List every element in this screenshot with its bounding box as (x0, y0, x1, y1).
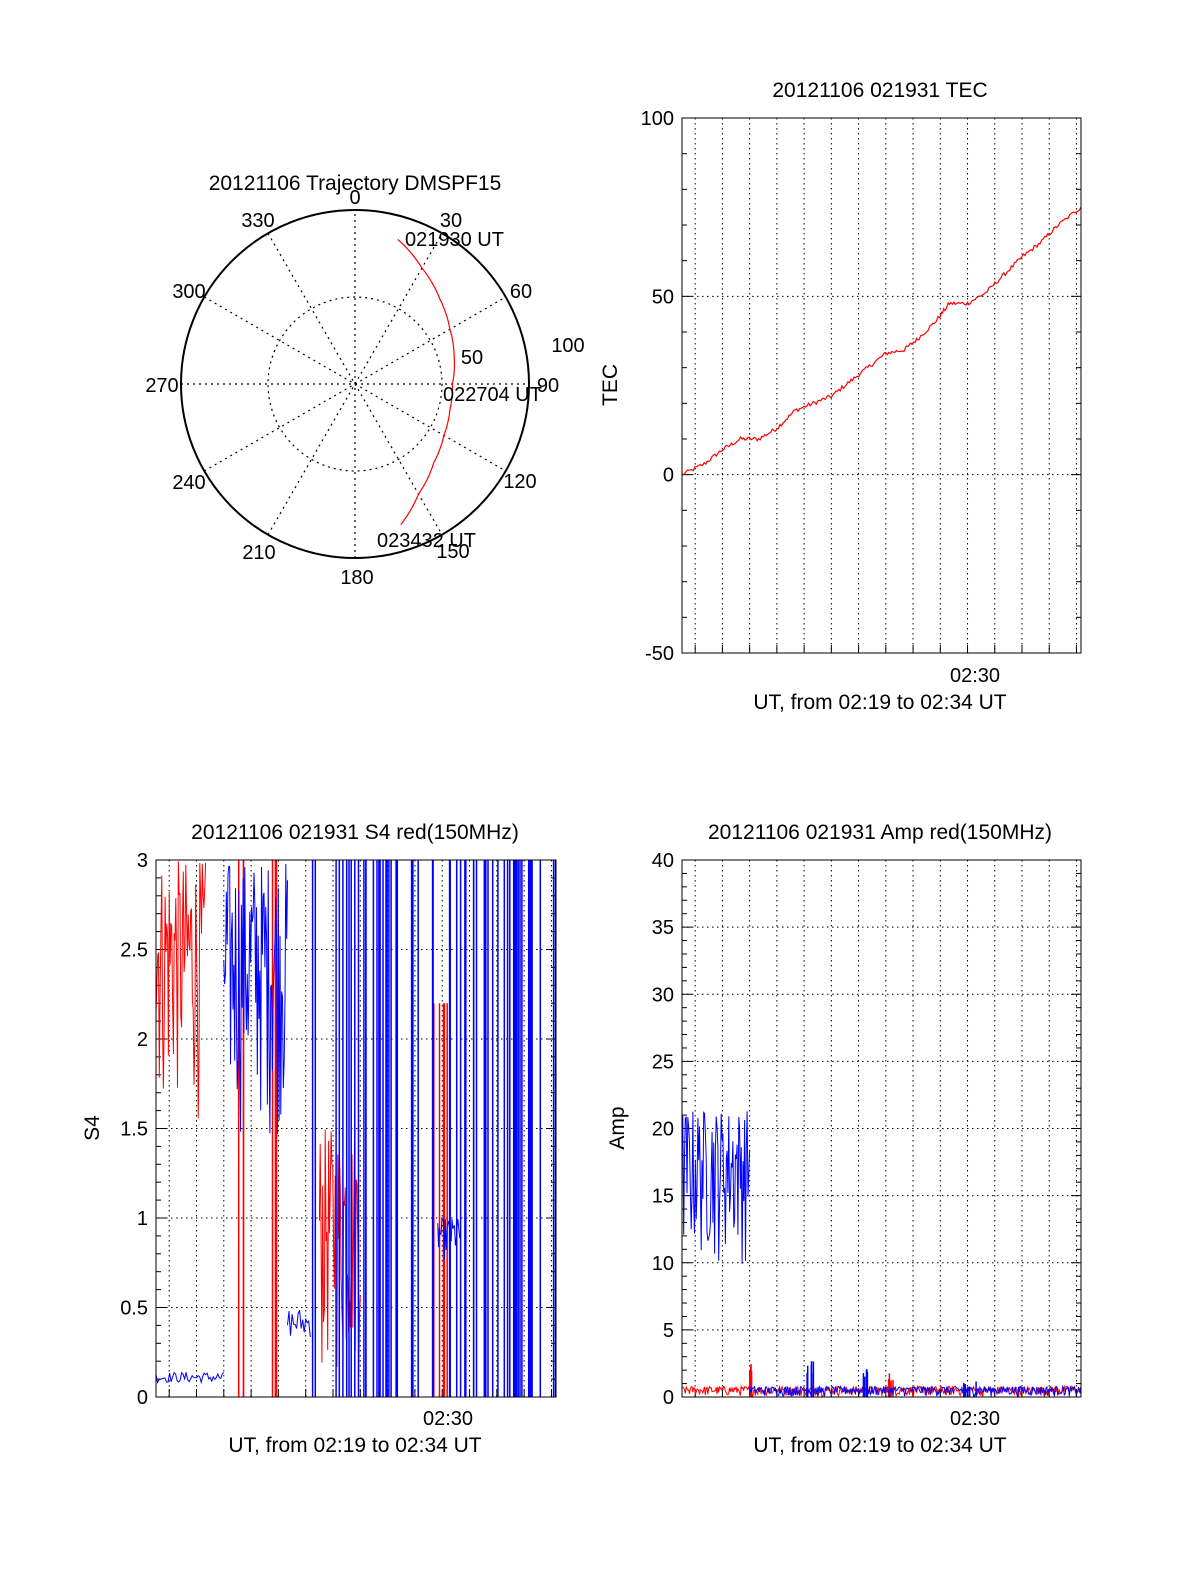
trajectory-start-label: 021930 UT (405, 229, 504, 251)
amp-x-tick-label: 02:30 (950, 1408, 1000, 1430)
polar-angle-tick-label: 120 (503, 471, 536, 493)
signal-trace (287, 1310, 311, 1338)
tec-x-tick-label: 02:30 (950, 665, 1000, 687)
tec-x-axis-label: UT, from 02:19 to 02:34 UT (753, 691, 1006, 714)
polar-angle-tick-label: 240 (172, 472, 205, 494)
y-tick-label: 10 (652, 1253, 674, 1275)
tec-title: 20121106 021931 TEC (772, 79, 987, 102)
polar-angle-tick-label: 330 (241, 210, 274, 232)
signal-trace (681, 1384, 1082, 1398)
signal-trace (681, 1111, 751, 1264)
y-tick-label: 1.5 (120, 1119, 148, 1141)
amp-x-axis-label: UT, from 02:19 to 02:34 UT (753, 1434, 1006, 1457)
y-tick-label: 30 (652, 984, 674, 1006)
signal-trace (749, 1384, 1082, 1398)
amp-y-ticks: 0 5 10 15 20 25 30 35 40 (652, 850, 674, 1409)
y-tick-label: 15 (652, 1186, 674, 1208)
polar-angle-tick-label: 210 (242, 542, 275, 564)
tec-y-axis-label: TEC (599, 364, 622, 406)
polar-angle-tick-label: 0 (349, 187, 360, 209)
y-tick-label: 0 (663, 465, 674, 487)
tec-y-ticks: -50 0 50 100 (641, 108, 674, 665)
polar-angle-tick-label: 30 (440, 210, 462, 232)
signal-trace (223, 863, 288, 1134)
polar-grid-circle (267, 296, 443, 472)
polar-grid (180, 209, 530, 559)
polar-angle-tick-label: 90 (537, 375, 559, 397)
amp-series-marks (681, 1111, 1082, 1398)
signal-spikes (806, 1361, 815, 1397)
radius-tick-label: 50 (461, 347, 483, 369)
polar-angle-tick-label: 180 (340, 567, 373, 589)
tec-plot-frame (681, 117, 1082, 654)
amp-y-axis-label: Amp (606, 1106, 629, 1149)
y-tick-label: 20 (652, 1119, 674, 1141)
amp-title: 20121106 021931 Amp red(150MHz) (708, 821, 1052, 844)
signal-spikes (311, 860, 557, 1397)
s4-x-axis-label: UT, from 02:19 to 02:34 UT (228, 1434, 481, 1457)
y-tick-label: -50 (645, 643, 674, 665)
s4-grid (156, 859, 556, 1398)
y-tick-label: 0.5 (120, 1298, 148, 1320)
signal-spikes (432, 1003, 448, 1397)
signal-spikes (963, 1381, 977, 1397)
trajectory-mid-label: 022704 UT (443, 384, 542, 406)
polar-angle-ticks: 0 30 60 90 120 150 180 210 240 270 300 330 (145, 187, 559, 589)
trajectory-end-label: 023432 UT (377, 530, 476, 552)
tec-chart: 20121106 021931 TEC -50 0 50 100 02:30 UT, … (599, 79, 1082, 714)
y-tick-label: 0 (663, 1387, 674, 1409)
amp-chart: 20121106 021931 Amp red(150MHz) 0 5 10 15 20… (606, 821, 1082, 1457)
signal-spikes (748, 1364, 753, 1397)
y-tick-label: 1 (137, 1208, 148, 1230)
radius-tick-label: 100 (551, 335, 584, 357)
y-tick-label: 50 (652, 286, 674, 308)
s4-chart: 20121106 021931 S4 red(150MHz) 0 0.5 1 1.5 2… (81, 821, 557, 1457)
trajectory-polar-chart: 20121106 Trajectory DMSPF15 0 30 60 90 120 15… (145, 172, 584, 589)
signal-trace (155, 861, 207, 1119)
polar-angle-tick-label: 300 (172, 281, 205, 303)
y-tick-label: 2.5 (120, 940, 148, 962)
y-tick-label: 2 (137, 1029, 148, 1051)
signal-spikes (887, 1373, 894, 1397)
s4-y-ticks: 0 0.5 1 1.5 2 2.5 3 (120, 850, 148, 1409)
s4-y-axis-label: S4 (81, 1115, 104, 1141)
y-tick-label: 25 (652, 1051, 674, 1073)
trajectory-title: 20121106 Trajectory DMSPF15 (209, 172, 502, 195)
amp-plot-frame (681, 859, 1082, 1398)
s4-x-tick-label: 02:30 (423, 1408, 473, 1430)
y-tick-label: 40 (652, 850, 674, 872)
y-tick-label: 5 (663, 1320, 674, 1342)
y-tick-label: 35 (652, 917, 674, 939)
tec-grid (682, 117, 1081, 654)
y-tick-label: 0 (137, 1387, 148, 1409)
s4-series-marks (155, 860, 557, 1397)
s4-title: 20121106 021931 S4 red(150MHz) (191, 821, 519, 844)
y-tick-label: 3 (137, 850, 148, 872)
signal-spikes (862, 1369, 869, 1397)
s4-plot-frame (155, 859, 557, 1398)
polar-angle-tick-label: 270 (145, 375, 178, 397)
amp-grid (682, 859, 1081, 1398)
signal-trace (155, 1371, 225, 1385)
polar-angle-tick-label: 60 (510, 281, 532, 303)
trajectory-line (397, 238, 455, 526)
signal-trace (437, 1217, 461, 1260)
polar-grid-spoke (267, 233, 443, 535)
polar-angle-tick-label: 150 (436, 541, 469, 563)
y-tick-label: 100 (641, 108, 674, 130)
tec-series-line (681, 206, 1082, 476)
